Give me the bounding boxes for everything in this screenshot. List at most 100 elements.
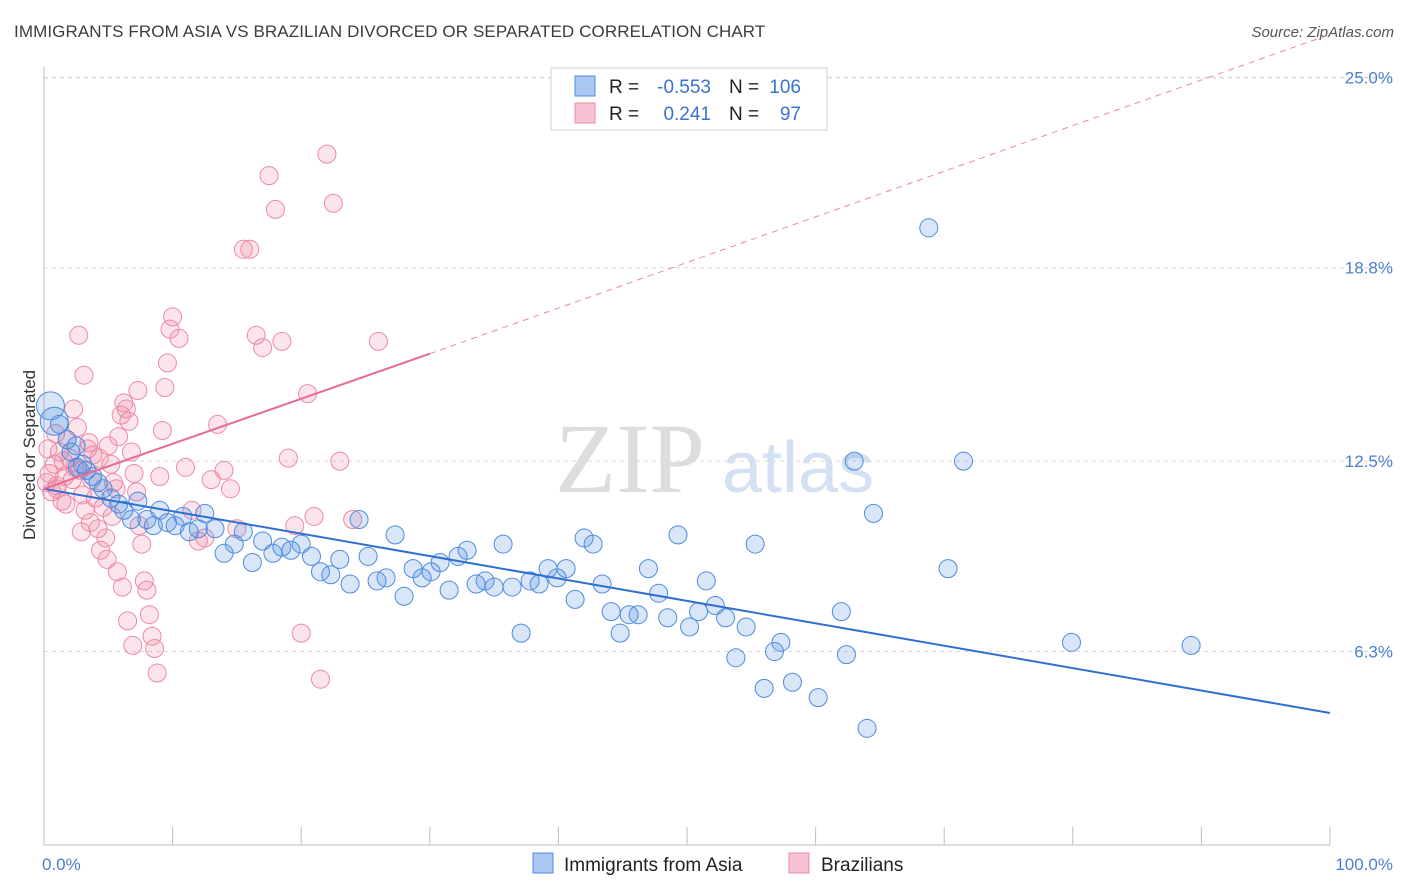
asia-point xyxy=(242,553,262,573)
brazilians-point xyxy=(97,549,117,569)
brazilians-point xyxy=(75,500,95,520)
asia-point xyxy=(358,546,378,566)
asia-point xyxy=(754,678,774,698)
asia-point xyxy=(502,577,522,597)
asia-point xyxy=(953,451,973,471)
trend-lines xyxy=(43,33,1331,714)
brazilians-point xyxy=(233,239,253,259)
asia-point xyxy=(745,534,765,554)
brazilians-point xyxy=(253,338,273,358)
bottom-legend-label-asia: Immigrants from Asia xyxy=(564,855,743,876)
chart-title: IMMIGRANTS FROM ASIA VS BRAZILIAN DIVORC… xyxy=(14,22,766,41)
asia-point xyxy=(205,519,225,539)
asia-point xyxy=(601,602,621,622)
brazilians-point xyxy=(343,510,363,530)
legend-swatch-blue xyxy=(574,75,596,97)
legend-n-value-2: 97 xyxy=(780,104,801,125)
brazilians-point xyxy=(96,528,116,548)
brazilians-point xyxy=(259,166,279,186)
brazilians-point xyxy=(157,353,177,373)
asia-point xyxy=(1181,635,1201,655)
asia-point xyxy=(66,436,86,456)
asia-point xyxy=(121,510,141,530)
legend-r-value-2: 0.241 xyxy=(663,104,711,125)
asia-point xyxy=(649,583,669,603)
brazilians-point xyxy=(124,463,144,483)
legend-r-value-1: -0.553 xyxy=(657,77,711,98)
asia-point xyxy=(844,451,864,471)
brazilians-point xyxy=(49,442,69,462)
y-tick-label: 6.3% xyxy=(1354,643,1393,662)
asia-point xyxy=(439,580,459,600)
brazilians-point xyxy=(137,580,157,600)
brazilians-point xyxy=(272,331,292,351)
bottom-legend-swatch-pink xyxy=(788,852,810,874)
source-label: Source: ZipAtlas.com xyxy=(1251,24,1394,41)
asia-point xyxy=(610,623,630,643)
asia-point xyxy=(680,617,700,637)
brazilians-point xyxy=(109,427,129,447)
asia-point xyxy=(831,602,851,622)
asia-point xyxy=(638,559,658,579)
brazilians-point xyxy=(142,626,162,646)
brazilians-point xyxy=(91,540,111,560)
asia-point xyxy=(281,540,301,560)
brazilians-point xyxy=(107,562,127,582)
brazilians-point xyxy=(129,516,149,536)
asia-point xyxy=(716,608,736,628)
brazilians-trend-line xyxy=(43,352,431,490)
watermark-zip: ZIP xyxy=(555,403,705,514)
brazilians-point xyxy=(89,448,109,468)
brazilians-point xyxy=(246,325,266,345)
asia-point xyxy=(857,718,877,738)
brazilians-point xyxy=(214,460,234,480)
brazilians-trend-extension xyxy=(429,33,1331,355)
brazilians-point xyxy=(134,571,154,591)
brazilians-point xyxy=(119,411,139,431)
asia-point xyxy=(301,546,321,566)
y-axis-title: Divorced or Separated xyxy=(20,370,39,540)
brazilians-point xyxy=(163,307,183,327)
asia-point xyxy=(583,534,603,554)
asia-point xyxy=(493,534,513,554)
brazilians-point xyxy=(118,611,138,631)
brazilians-point xyxy=(112,577,132,597)
asia-point xyxy=(83,467,103,487)
bottom-legend-label-brazilians: Brazilians xyxy=(821,855,903,876)
brazilians-point xyxy=(240,239,260,259)
brazilians-point xyxy=(323,193,343,213)
legend-box: R = -0.553 N = 106 R = 0.241 N = 97 xyxy=(550,67,828,131)
brazilians-point xyxy=(291,623,311,643)
brazilians-point xyxy=(285,516,305,536)
asia-point xyxy=(511,623,531,643)
legend-r-label-2: R = xyxy=(609,104,639,125)
asia-point xyxy=(330,549,350,569)
brazilians-point xyxy=(74,365,94,385)
asia-point xyxy=(291,534,311,554)
brazilians-point xyxy=(39,463,59,483)
brazilians-point xyxy=(304,506,324,526)
brazilians-point xyxy=(330,451,350,471)
asia-point xyxy=(556,559,576,579)
brazilians-point xyxy=(132,534,152,554)
asia-point xyxy=(484,577,504,597)
brazilians-point xyxy=(152,420,172,440)
asia-point xyxy=(457,540,477,560)
data-points xyxy=(35,144,1201,738)
asia-point xyxy=(1062,632,1082,652)
brazilians-point xyxy=(38,439,58,459)
asia-point xyxy=(376,568,396,588)
brazilians-point xyxy=(69,325,89,345)
brazilians-point xyxy=(46,424,66,444)
asia-point xyxy=(836,645,856,665)
asia-point xyxy=(658,608,678,628)
brazilians-point xyxy=(368,331,388,351)
asia-point xyxy=(565,589,585,609)
brazilians-point xyxy=(116,399,136,419)
asia-point xyxy=(321,565,341,585)
legend-n-label-1: N = xyxy=(729,77,759,98)
brazilians-point xyxy=(150,467,170,487)
asia-point xyxy=(919,218,939,238)
y-tick-label: 25.0% xyxy=(1345,68,1393,87)
asia-point xyxy=(696,571,716,591)
